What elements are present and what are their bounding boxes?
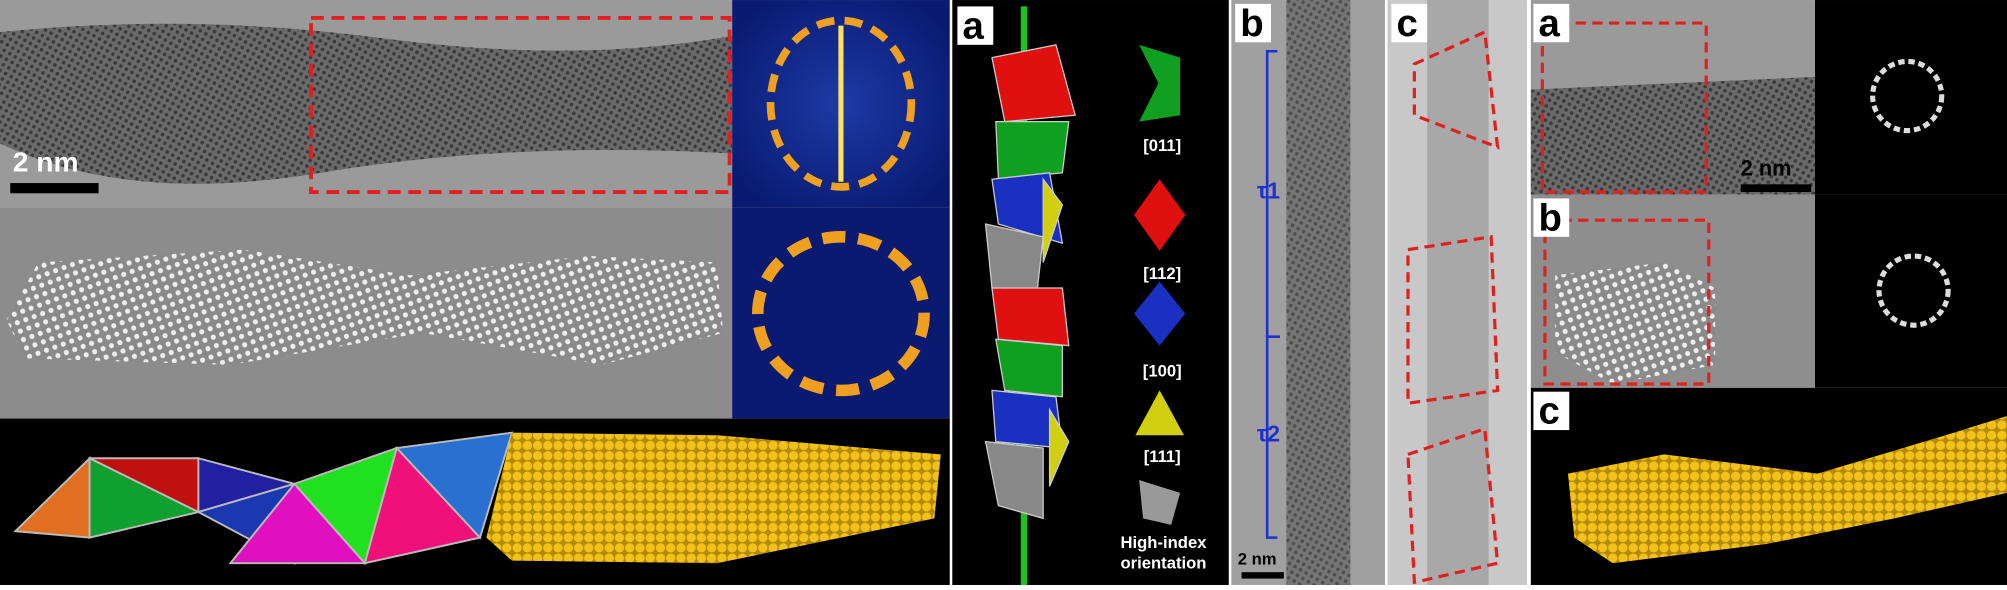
roi-box [1543,218,1711,386]
nanowire [0,23,733,184]
simulated-wire [6,249,724,365]
panel-label: c [1539,390,1560,433]
scale-bar-label: 2 nm [1741,155,1792,180]
panel-label: b [1539,196,1562,239]
legend-label: [011] [1143,136,1181,155]
roi-box [1406,29,1500,585]
scale-bar [10,183,99,194]
legend-label: [100] [1143,361,1182,380]
nanowire [1530,76,1816,195]
legend-shape [1134,179,1186,251]
legend-label: [111] [1144,447,1181,466]
legend-shape [1139,44,1181,122]
atomic-model [1567,416,2007,564]
panel-label: a [1539,2,1561,45]
panel-label: a [963,4,985,47]
fft-ring [751,231,930,397]
roi-box [309,16,732,194]
scale-bar [1740,184,1812,193]
panel-label-bg [1391,3,1428,43]
polyhedra-model [13,431,514,566]
nanowire [1286,0,1351,585]
panel-label-bg [957,6,994,45]
period-label: τ1 [1257,177,1280,203]
fft-ring [766,16,916,191]
period-label: τ2 [1257,421,1280,447]
scale-bar-label: 2 nm [13,147,79,178]
legend-shape [1135,390,1184,436]
simulated-wire [1555,262,1716,385]
legend-label: High-index orientation [1120,532,1207,573]
polyhedra-column [984,44,1076,520]
panel-label-bg [1533,3,1570,43]
simulated-wire [1427,0,1489,585]
panel-label-bg [1533,391,1570,431]
legend-shape [1139,480,1181,525]
panel-label-bg [1533,198,1570,237]
fft-image [1815,194,2007,388]
scale-bar [1241,572,1284,579]
scale-bar-label: 2 nm [1238,549,1277,568]
fft-image [1815,0,2007,195]
legend-label: [112] [1143,264,1181,283]
atomic-model [486,432,941,564]
fft-ring [1876,253,1951,328]
panel-label: b [1240,2,1263,45]
panel-label-bg [1235,3,1272,43]
fft-ring [1870,58,1945,134]
period-bracket [1265,49,1280,539]
panel-label: c [1396,2,1417,45]
